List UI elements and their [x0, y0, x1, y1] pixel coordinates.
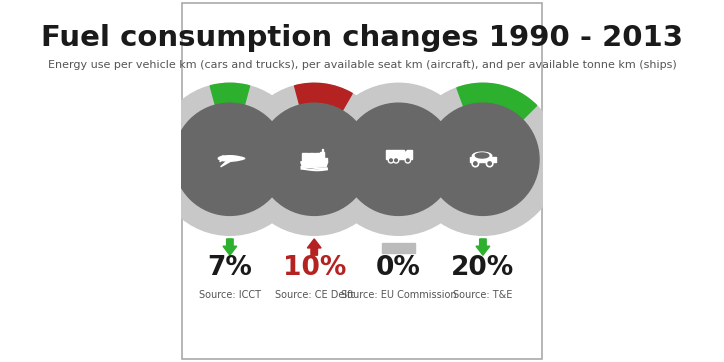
FancyArrow shape: [223, 239, 237, 255]
Wedge shape: [210, 83, 250, 105]
Text: Source: EU Commission: Source: EU Commission: [341, 290, 456, 300]
Wedge shape: [295, 83, 352, 111]
Circle shape: [342, 103, 455, 215]
Circle shape: [258, 103, 370, 215]
Wedge shape: [457, 83, 536, 119]
Circle shape: [238, 83, 390, 235]
Polygon shape: [405, 150, 412, 152]
Bar: [303, 153, 308, 157]
Circle shape: [488, 162, 492, 165]
Bar: [321, 149, 324, 152]
Polygon shape: [221, 157, 234, 167]
Bar: [309, 153, 314, 157]
Bar: [320, 152, 324, 157]
Text: Source: CE Delft: Source: CE Delft: [274, 290, 354, 300]
Circle shape: [388, 157, 394, 163]
Circle shape: [405, 157, 411, 163]
FancyBboxPatch shape: [182, 3, 542, 359]
Bar: [471, 157, 495, 162]
Circle shape: [426, 103, 539, 215]
Text: Source: T&E: Source: T&E: [453, 290, 513, 300]
Text: Energy use per vehicle km (cars and trucks), per available seat km (aircraft), a: Energy use per vehicle km (cars and truc…: [48, 60, 676, 70]
Bar: [382, 243, 415, 253]
Polygon shape: [220, 156, 227, 162]
Ellipse shape: [476, 153, 489, 158]
Circle shape: [472, 160, 479, 167]
Circle shape: [323, 83, 475, 235]
Circle shape: [473, 162, 477, 165]
Text: 10%: 10%: [282, 255, 346, 281]
Circle shape: [487, 160, 493, 167]
Text: Fuel consumption changes 1990 - 2013: Fuel consumption changes 1990 - 2013: [41, 24, 683, 52]
Polygon shape: [300, 162, 328, 167]
Ellipse shape: [219, 156, 241, 161]
Circle shape: [174, 103, 286, 215]
FancyArrow shape: [236, 157, 245, 160]
Bar: [302, 157, 327, 162]
Text: 7%: 7%: [208, 255, 252, 281]
Circle shape: [390, 159, 392, 161]
Text: 20%: 20%: [451, 255, 515, 281]
FancyArrow shape: [307, 239, 321, 255]
Bar: [386, 150, 405, 159]
Circle shape: [407, 83, 559, 235]
Ellipse shape: [472, 152, 492, 160]
Circle shape: [406, 159, 409, 161]
Text: 0%: 0%: [376, 255, 421, 281]
Bar: [405, 152, 412, 159]
FancyArrow shape: [476, 239, 489, 255]
Text: Source: ICCT: Source: ICCT: [199, 290, 261, 300]
Circle shape: [154, 83, 306, 235]
Bar: [315, 153, 321, 157]
Circle shape: [393, 157, 399, 163]
Circle shape: [395, 159, 397, 161]
